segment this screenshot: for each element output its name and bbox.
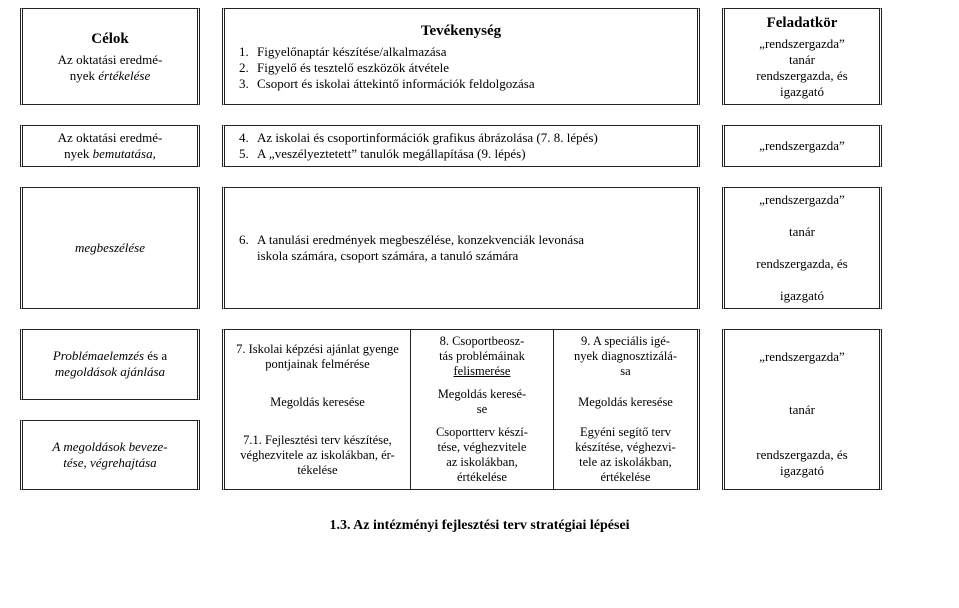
activity-6: 6. A tanulási eredmények megbeszélése, k… — [239, 232, 689, 264]
role-4b: tanár — [725, 383, 879, 436]
role-1: „rendszergazda” tanár rendszergazda, és … — [733, 36, 871, 100]
activity-1: 1.Figyelőnaptár készítése/alkalmazása — [239, 44, 689, 60]
goal-3: megbeszélése — [20, 187, 200, 309]
activity-list-2: 4.Az iskolai és csoportinformációk grafi… — [233, 130, 689, 162]
grid-c11: 7. Iskolai képzési ajánlat gyengepontjai… — [225, 330, 411, 383]
role-2: „rendszergazda” — [722, 125, 882, 167]
grid-c21: Megoldás keresése — [225, 383, 411, 421]
grid-c13: 9. A speciális igé-nyek diagnosztizálá-s… — [554, 330, 697, 383]
grid-c12: 8. Csoportbeosz-tás problémáinakfelismer… — [411, 330, 554, 383]
row-1: Célok Az oktatási eredmé- nyek értékelés… — [20, 8, 939, 105]
row-4: Problémaelemzés és a megoldások ajánlása… — [20, 329, 939, 490]
goal-4a: Problémaelemzés és a megoldások ajánlása — [20, 329, 200, 400]
activity-box-2: 4.Az iskolai és csoportinformációk grafi… — [222, 125, 700, 167]
activity-list-3: 6. A tanulási eredmények megbeszélése, k… — [233, 232, 689, 264]
activity-grid: 7. Iskolai képzési ajánlat gyengepontjai… — [222, 329, 700, 490]
activity-3: 3.Csoport és iskolai áttekintő informáci… — [239, 76, 689, 92]
header-role: Feladatkör — [733, 13, 871, 36]
activity-4: 4.Az iskolai és csoportinformációk grafi… — [239, 130, 689, 146]
role-stack: „rendszergazda” tanár rendszergazda, ési… — [722, 329, 882, 490]
row-2: Az oktatási eredmé- nyek bemutatása, 4.A… — [20, 125, 939, 167]
header-activity: Tevékenység — [233, 21, 689, 44]
activity-list-1: 1.Figyelőnaptár készítése/alkalmazása 2.… — [233, 44, 689, 92]
row-3: megbeszélése 6. A tanulási eredmények me… — [20, 187, 939, 309]
col-goals: Célok Az oktatási eredmé- nyek értékelés… — [20, 8, 200, 105]
role-4c: rendszergazda, ésigazgató — [725, 436, 879, 489]
goals-stack: Problémaelemzés és a megoldások ajánlása… — [20, 329, 200, 490]
col-activity: Tevékenység 1.Figyelőnaptár készítése/al… — [222, 8, 700, 105]
header-goals: Célok — [31, 29, 189, 52]
grid-c32: Csoportterv készí-tése, véghezviteleaz i… — [411, 421, 554, 489]
goal-1: Az oktatási eredmé- nyek értékelése — [31, 52, 189, 84]
section-heading: 1.3. Az intézményi fejlesztési terv stra… — [20, 518, 939, 534]
role-4a: „rendszergazda” — [725, 330, 879, 383]
role-3: „rendszergazda” tanár rendszergazda, és … — [722, 187, 882, 309]
activity-5: 5.A „veszélyeztetett” tanulók megállapít… — [239, 146, 689, 162]
goal-2: Az oktatási eredmé- nyek bemutatása, — [20, 125, 200, 167]
grid-c31: 7.1. Fejlesztési terv készítése,véghezvi… — [225, 421, 411, 489]
col-role: Feladatkör „rendszergazda” tanár rendsze… — [722, 8, 882, 105]
grid-c23: Megoldás keresése — [554, 383, 697, 421]
goal-4b: A megoldások beveze- tése, végrehajtása — [20, 420, 200, 491]
grid-c33: Egyéni segítő tervkészítése, véghezvi-te… — [554, 421, 697, 489]
activity-box-3: 6. A tanulási eredmények megbeszélése, k… — [222, 187, 700, 309]
grid-c22: Megoldás keresé-se — [411, 383, 554, 421]
activity-2: 2.Figyelő és tesztelő eszközök átvétele — [239, 60, 689, 76]
